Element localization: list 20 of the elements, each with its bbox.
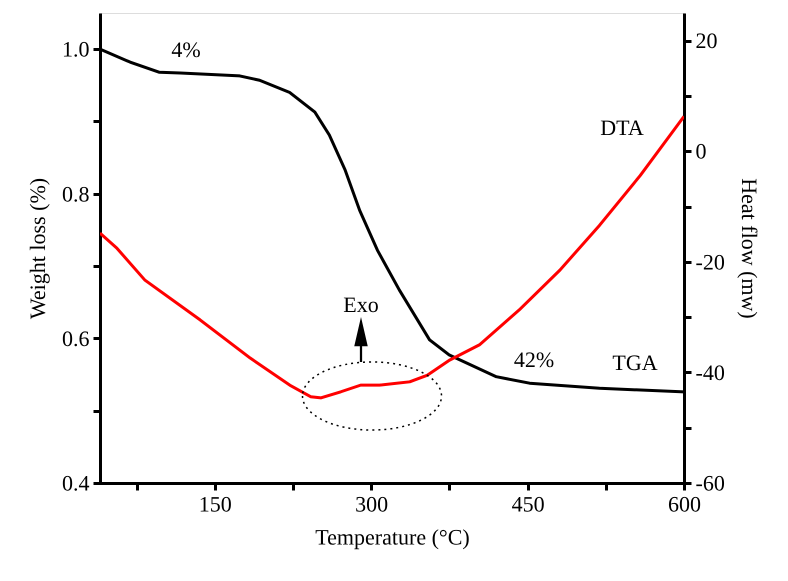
series-label: TGA: [612, 350, 658, 375]
x-tick-label: 450: [512, 492, 545, 516]
series-label: DTA: [600, 115, 644, 140]
y2-tick-label: 20: [696, 28, 718, 54]
annotation: Exo: [343, 292, 379, 317]
x-tick-label: 150: [198, 492, 232, 516]
x-axis-title: Temperature (°C): [315, 524, 470, 550]
annotation: 4%: [171, 37, 201, 62]
y2-tick-label: -40: [696, 360, 725, 385]
y2-tick-label: 0: [696, 138, 706, 164]
y-tick-label: 1.0: [62, 36, 90, 62]
y2-axis-title: Heat flow (mw): [736, 178, 762, 319]
y-tick-label: 0.6: [62, 326, 90, 351]
x-tick-label: 300: [355, 492, 388, 516]
y-axis-title: Weight loss (%): [25, 178, 50, 320]
annotation: 42%: [514, 347, 554, 372]
y-tick-label: 0.8: [62, 181, 90, 206]
y2-tick-label: -20: [696, 249, 725, 274]
line-series: [100, 114, 684, 400]
y-tick-label: 0.4: [62, 470, 90, 496]
